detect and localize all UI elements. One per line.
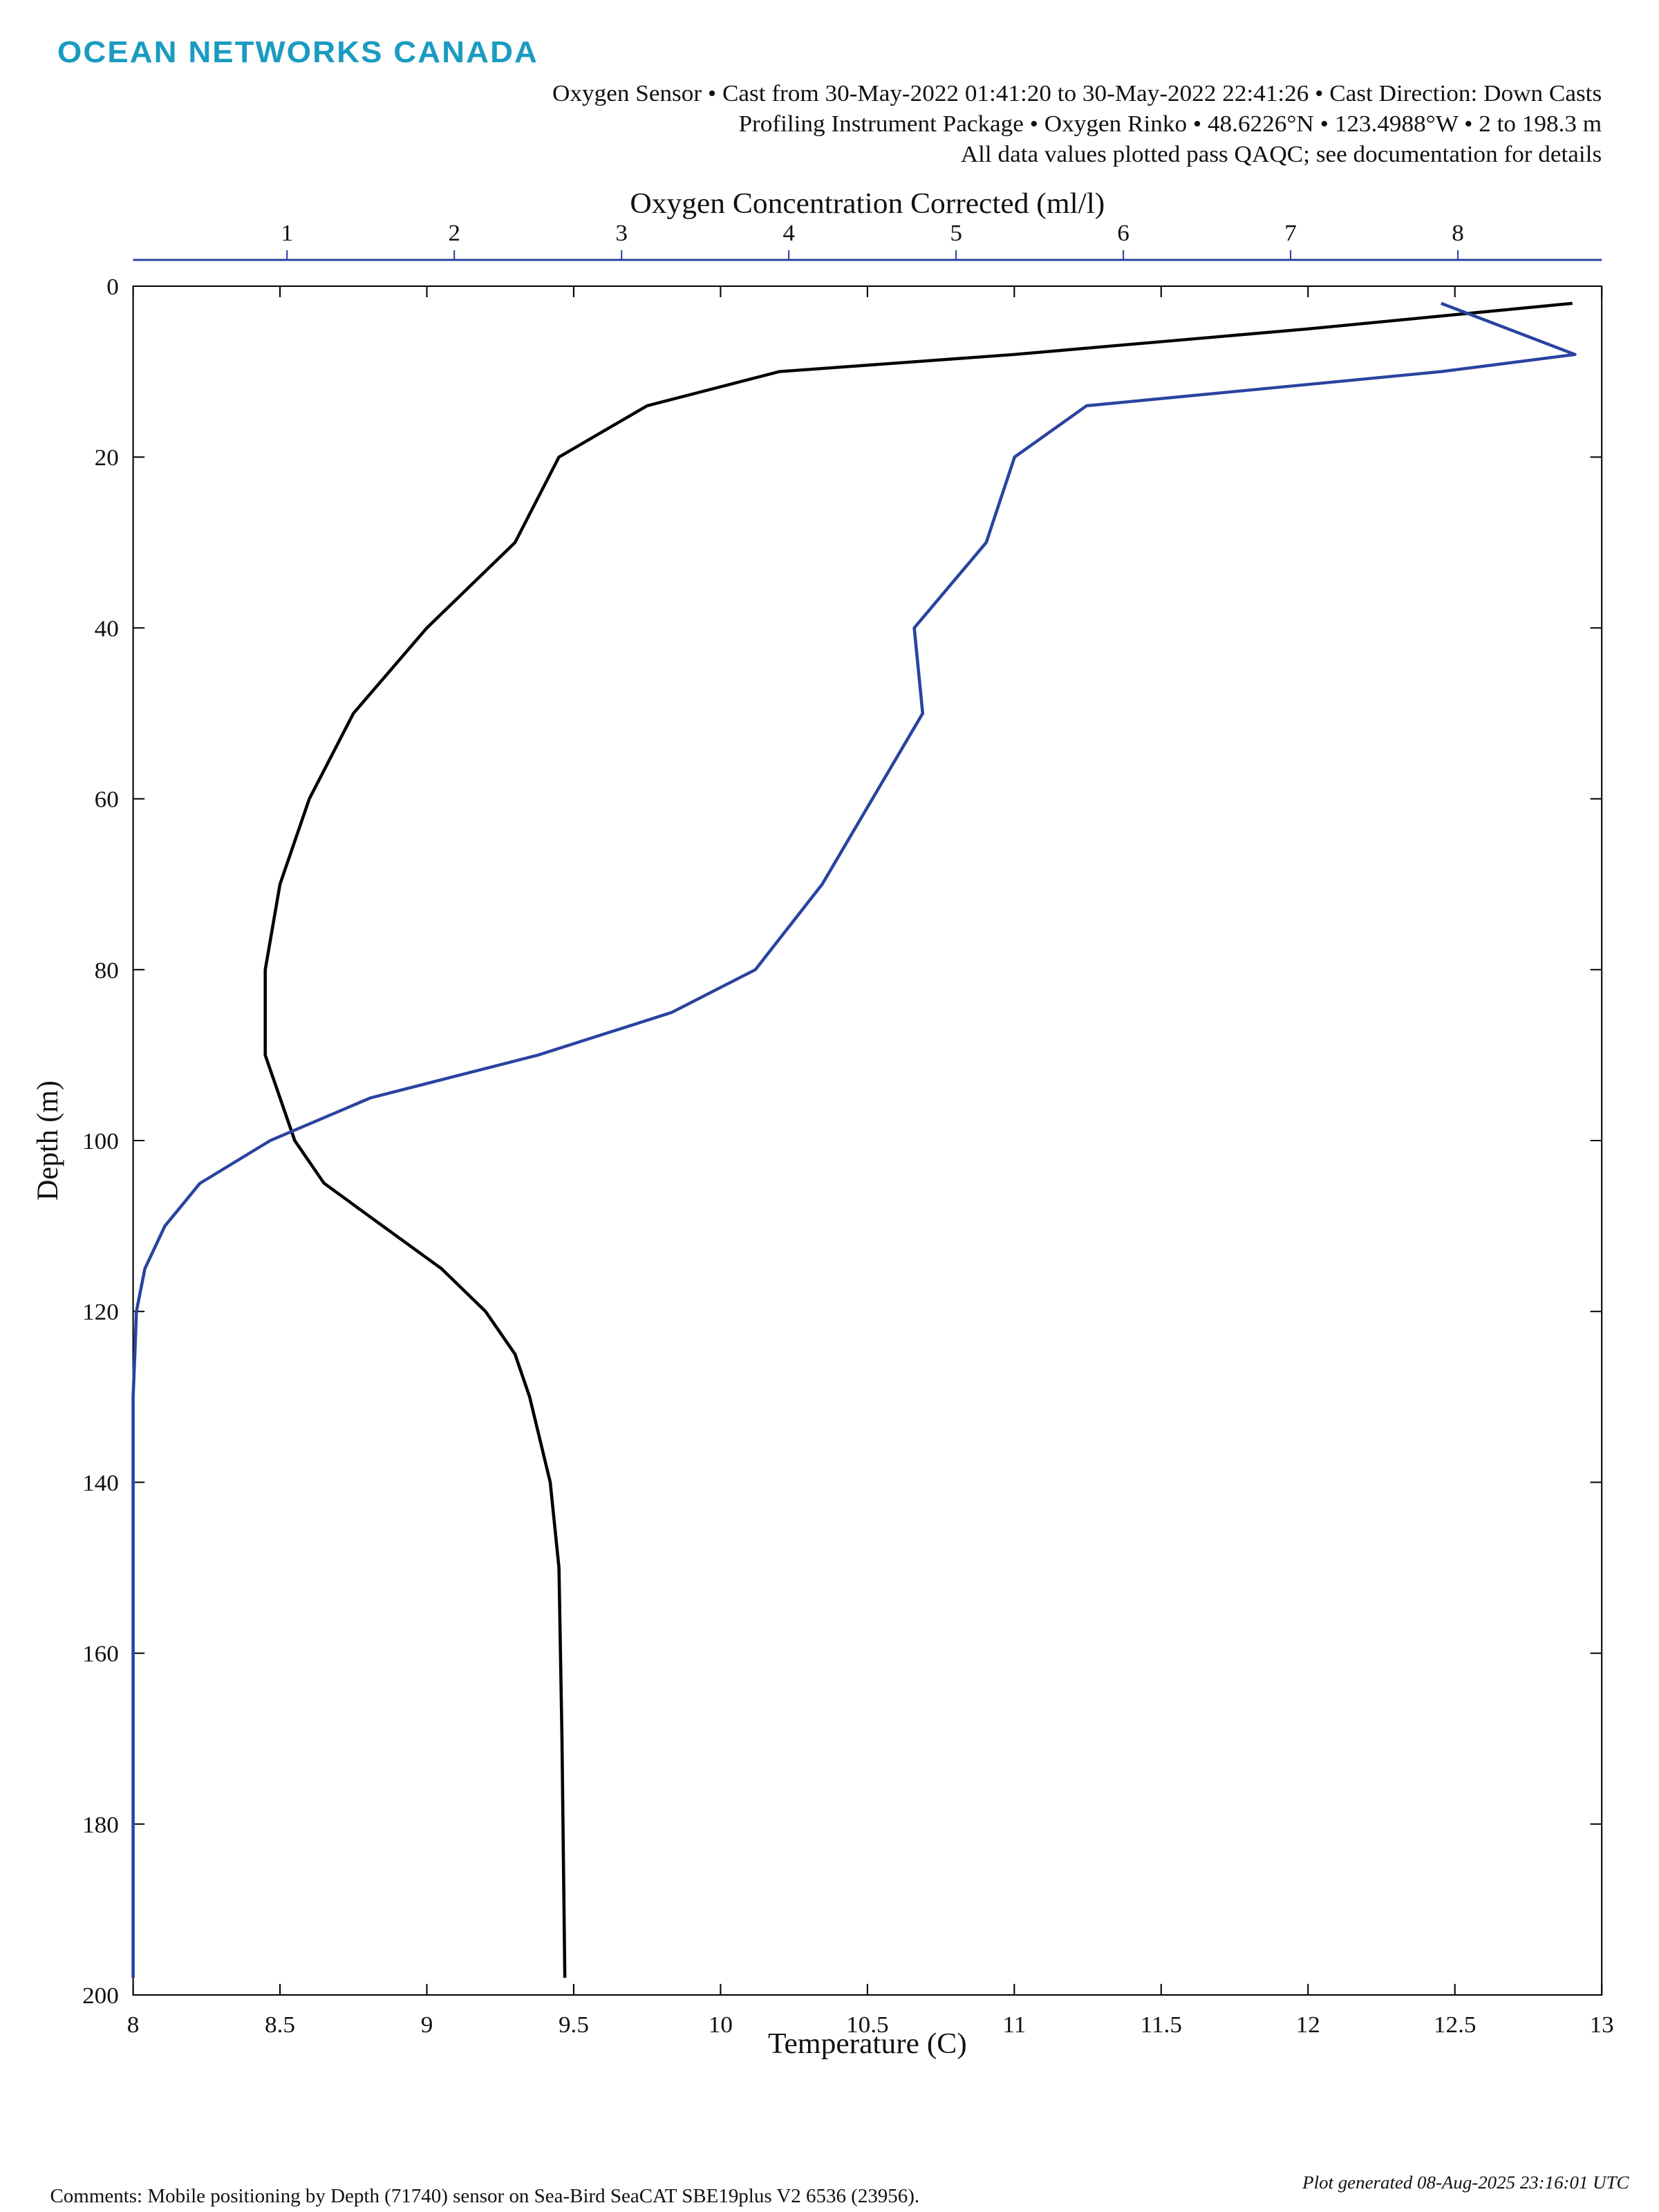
- x-tick-label: 12.5: [1434, 2012, 1477, 2038]
- x2-tick-label: 5: [950, 221, 962, 246]
- y-tick-label: 200: [82, 1983, 119, 2009]
- x-tick-label: 10: [709, 2012, 733, 2038]
- profile-line: [131, 301, 1577, 1978]
- y-tick-label: 80: [95, 957, 119, 983]
- subtitle: Profiling Instrument Package • Oxygen Ri…: [738, 111, 1602, 137]
- profile-line: [263, 301, 1573, 1978]
- footnote: Comments: Mobile positioning by Depth (7…: [50, 2186, 919, 2206]
- x2-tick-label: 6: [1117, 221, 1130, 246]
- x2-tick-label: 4: [782, 221, 795, 246]
- x-tick-label: 13: [1590, 2012, 1614, 2038]
- x-tick-label: 8: [127, 2012, 140, 2038]
- y-tick-label: 180: [82, 1812, 119, 1837]
- subtitle: All data values plotted pass QAQC; see d…: [961, 142, 1602, 167]
- y-tick-label: 60: [95, 787, 119, 812]
- y-axis-label: Depth (m): [31, 1080, 64, 1201]
- x-tick-label: 10.5: [846, 2012, 889, 2038]
- y-tick-label: 40: [95, 616, 119, 641]
- x-tick-label: 8.5: [265, 2012, 295, 2038]
- y-tick-label: 100: [82, 1129, 119, 1154]
- x2-tick-label: 2: [448, 221, 460, 246]
- x-tick-label: 9: [421, 2012, 433, 2038]
- y-tick-label: 160: [82, 1641, 119, 1667]
- y-tick-label: 0: [106, 274, 119, 300]
- x-tick-label: 11: [1002, 2012, 1026, 2038]
- y-tick-label: 120: [82, 1300, 119, 1325]
- subtitle: Oxygen Sensor • Cast from 30-May-2022 01…: [552, 81, 1602, 106]
- x2-tick-label: 8: [1452, 221, 1464, 246]
- y-tick-label: 140: [82, 1470, 119, 1496]
- x-axis-label: Temperature (C): [768, 2028, 967, 2060]
- x-tick-label: 12: [1296, 2012, 1320, 2038]
- x2-tick-label: 7: [1284, 221, 1297, 246]
- generated-note: Plot generated 08-Aug-2025 23:16:01 UTC: [1302, 2172, 1629, 2192]
- x2-tick-label: 1: [281, 221, 293, 246]
- x2-axis-label: Oxygen Concentration Corrected (ml/l): [630, 188, 1105, 220]
- logo: OCEAN NETWORKS CANADA: [57, 35, 538, 69]
- x-tick-label: 11.5: [1141, 2012, 1182, 2038]
- plot-frame: [132, 285, 1603, 1996]
- x2-tick-label: 3: [615, 221, 628, 246]
- x-tick-label: 9.5: [559, 2012, 589, 2038]
- y-tick-label: 20: [95, 445, 119, 471]
